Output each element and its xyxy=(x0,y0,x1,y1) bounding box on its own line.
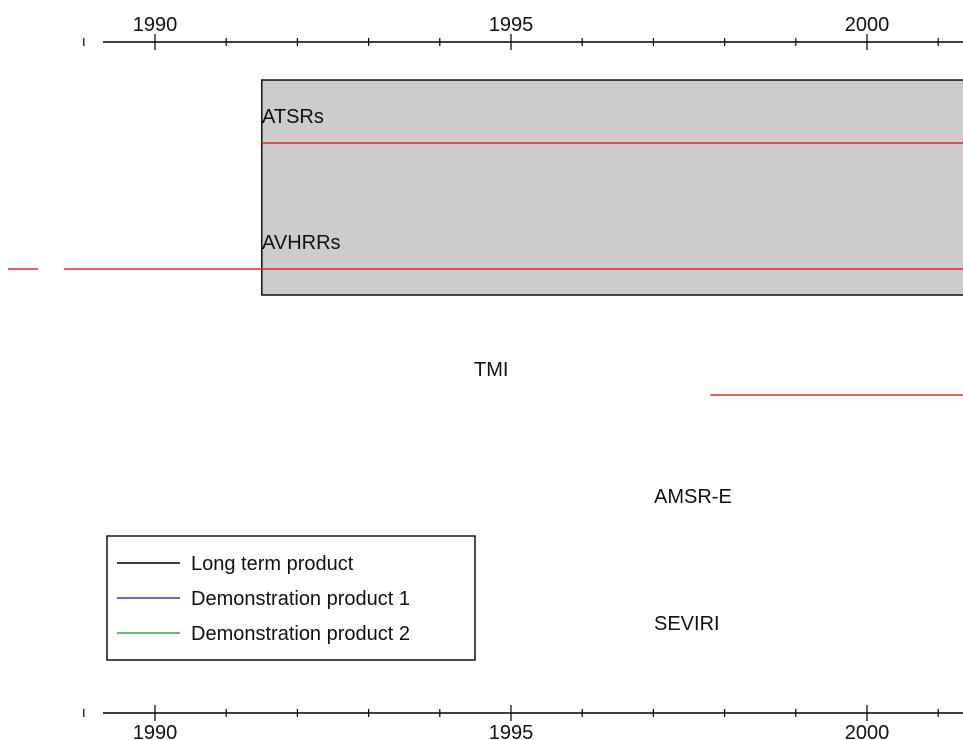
legend-label-3: Demonstration product 2 xyxy=(191,623,410,645)
tick-label-top-1995: 1995 xyxy=(489,14,534,36)
tick-label-bottom-1995: 1995 xyxy=(489,722,534,740)
product-box-long-term xyxy=(261,79,963,296)
products-layer xyxy=(261,79,963,296)
legend-label-2: Demonstration product 1 xyxy=(191,588,410,610)
instrument-label-seviri: SEVIRI xyxy=(654,613,720,635)
axes-layer: 1990199520002005201019901995200020052010 xyxy=(83,14,963,740)
instrument-lines-layer xyxy=(8,142,963,396)
instrument-label-avhrrs: AVHRRs xyxy=(262,232,341,254)
tick-label-top-2000: 2000 xyxy=(845,14,890,36)
instrument-labels-layer: ATSRs AVHRRs TMI AMSR-E SEVIRI xyxy=(262,106,732,635)
instrument-label-amsr-e: AMSR-E xyxy=(654,486,732,508)
tick-label-bottom-1990: 1990 xyxy=(133,722,178,740)
legend-label-1: Long term product xyxy=(191,553,354,575)
tick-label-bottom-2000: 2000 xyxy=(845,722,890,740)
legend: Long term product Demonstration product 1… xyxy=(106,535,476,661)
instrument-label-tmi: TMI xyxy=(474,359,508,381)
tick-label-top-1990: 1990 xyxy=(133,14,178,36)
instrument-label-atsrs: ATSRs xyxy=(262,106,324,128)
